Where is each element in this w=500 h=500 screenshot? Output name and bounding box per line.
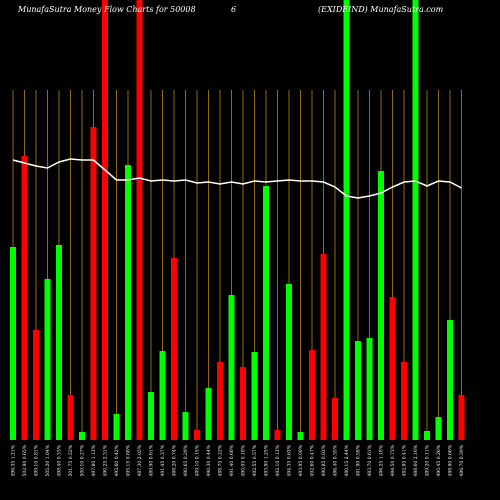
x-tick-label: 489.90 0.61% (149, 444, 155, 476)
x-tick-label: 480.15 2.44% (344, 444, 350, 476)
chart-title: (EXIDEIND) MunafaSutra.com (318, 5, 444, 14)
bar (378, 171, 384, 440)
x-tick-label: 484.50 0.73% (390, 444, 396, 476)
bar (79, 432, 85, 440)
x-tick-label: 489.20 0.11% (425, 444, 431, 476)
bar (148, 392, 154, 440)
bar (458, 395, 465, 440)
bar (332, 398, 338, 440)
bar (171, 258, 177, 440)
bar (263, 186, 269, 440)
x-tick-label: 499.10 0.81% (34, 444, 40, 476)
x-tick-label: 489.10 0.15% (195, 444, 201, 476)
x-tick-label: 493.80 1.25% (264, 444, 270, 476)
bar (33, 330, 39, 440)
line (12, 158, 462, 199)
x-tick-label: 490.85 0.92% (321, 444, 327, 476)
x-tick-label: 500.10 0.27% (80, 444, 86, 476)
bar (136, 0, 143, 440)
x-tick-label: 495.15 0.88% (126, 444, 132, 476)
x-tick-label: 492.10 0.12% (275, 444, 281, 476)
chart-title: MunafaSutra Money Flow Charts for 50008 (17, 5, 196, 14)
x-tick-label: 493.60 0.42% (114, 444, 120, 476)
bar (366, 338, 373, 440)
bar (44, 279, 51, 440)
bar (205, 388, 212, 440)
bar (412, 0, 419, 440)
bar (424, 431, 430, 440)
x-tick-label: 486.40 0.35% (333, 444, 339, 476)
bar (217, 362, 223, 440)
bar (21, 156, 28, 440)
x-tick-label: 492.55 0.57% (252, 444, 258, 476)
x-tick-label: 483.70 0.61% (367, 444, 373, 476)
x-tick-label: 490.05 0.18% (241, 444, 247, 476)
x-tick-label: 492.60 0.47% (310, 444, 316, 476)
bar (113, 414, 120, 440)
x-tick-label: 496.35 1.21% (11, 444, 17, 476)
x-tick-label: 505.20 1.04% (45, 444, 51, 476)
x-tick-label: 490.25 2.31% (103, 444, 109, 476)
chart-title: 6 (231, 5, 236, 14)
bar (435, 417, 442, 440)
x-tick-label: 486.25 1.18% (379, 444, 385, 476)
x-tick-label: 488.90 0.66% (448, 444, 454, 476)
plot: 496.35 1.21% 502.90 0.65% 499.10 0.81% 505.… (10, 0, 465, 476)
bar (10, 247, 16, 440)
bar (102, 0, 108, 440)
x-tick-label: 493.95 0.09% (298, 444, 304, 476)
bar (240, 367, 246, 440)
x-tick-label: 486.70 0.39% (459, 444, 465, 476)
x-tick-label: 498.40 0.33% (57, 444, 63, 476)
x-tick-label: 497.80 1.12% (91, 444, 97, 476)
bar (56, 245, 62, 440)
x-tick-label: 490.45 0.26% (436, 444, 442, 476)
x-tick-label: 502.90 0.65% (22, 444, 28, 476)
bar (194, 430, 200, 440)
bar (90, 127, 97, 440)
x-tick-label: 490.30 0.44% (206, 444, 212, 476)
bar (251, 352, 258, 440)
x-tick-label: 501.75 0.52% (68, 444, 74, 476)
x-tick-label: 491.45 0.37% (160, 444, 166, 476)
x-tick-label: 494.35 0.63% (287, 444, 293, 476)
bar (125, 165, 131, 440)
bar (159, 351, 166, 440)
bar (320, 254, 327, 440)
x-tick-label: 488.75 0.22% (218, 444, 224, 476)
bar (343, 0, 350, 440)
x-tick-label: 488.60 2.16% (413, 444, 419, 476)
bar (182, 412, 189, 440)
x-tick-label: 491.40 0.68% (229, 444, 235, 476)
x-tick-label: 487.30 2.05% (137, 444, 143, 476)
x-tick-label: 488.20 0.74% (172, 444, 178, 476)
bar (447, 320, 453, 440)
bar (355, 341, 361, 440)
bar (228, 295, 235, 440)
bar (309, 350, 315, 440)
bar (401, 362, 407, 440)
bar (286, 284, 292, 440)
x-tick-label: 481.90 0.58% (356, 444, 362, 476)
x-tick-label: 482.95 0.41% (402, 444, 408, 476)
bar (297, 432, 304, 440)
bar (389, 297, 396, 440)
bar (274, 430, 281, 440)
x-tick-label: 490.65 0.29% (183, 444, 189, 476)
bar (67, 395, 74, 440)
